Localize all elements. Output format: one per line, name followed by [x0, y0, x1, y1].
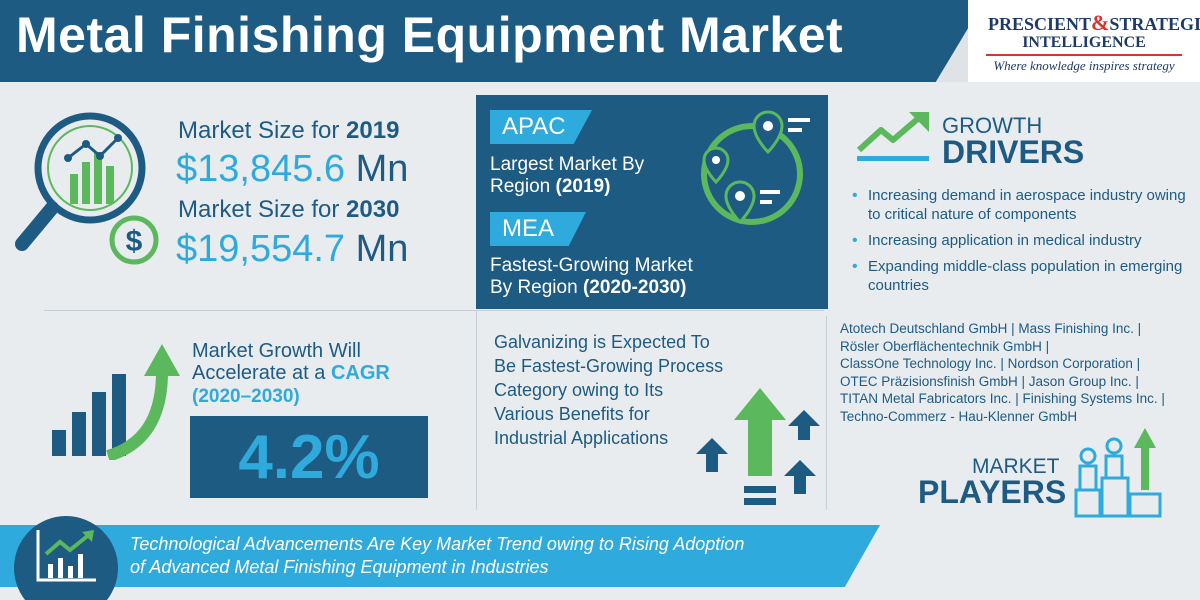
list-item: Techno-Commerz - Hau-Klenner GmbH [840, 408, 1078, 424]
players-title-bottom: PLAYERS [918, 474, 1067, 510]
cagr-value: 4.2% [238, 423, 380, 492]
footer-text: Technological Advancements Are Key Marke… [130, 533, 744, 579]
market-size-value-2019: $13,845.6 Mn [176, 148, 408, 191]
growth-drivers-list: Increasing demand in aerospace industry … [852, 186, 1192, 302]
galvanizing-line: Galvanizing is Expected To [494, 332, 710, 352]
logo-tagline: Where knowledge inspires strategy [993, 58, 1175, 73]
market-size-year-2030: 2030 [346, 196, 400, 223]
logo-word-intelligence: INTELLIGENCE [1022, 34, 1146, 51]
cagr-line2: Accelerate at a CAGR [192, 362, 390, 384]
list-item: Expanding middle-class population in eme… [852, 257, 1192, 295]
players-title-top: MARKET [972, 455, 1060, 478]
mea-line1: Fastest-Growing Market [490, 255, 693, 276]
growth-title-bottom: DRIVERS [942, 134, 1085, 170]
region-tag-mea: MEA [490, 212, 586, 246]
market-size-label-2019: Market Size for 2019 [178, 117, 399, 145]
list-item: OTEC Präzisionsfinish GmbH | Jason Group… [840, 373, 1139, 389]
apac-line2: Region (2019) [490, 176, 644, 198]
value-2019: $13,845.6 [176, 148, 346, 190]
logo-name: PRESCIENT&STRATEGIC [988, 10, 1200, 36]
page-title: Metal Finishing Equipment Market [16, 7, 844, 63]
apac-line2-text: Region [490, 176, 556, 197]
list-item: ClassOne Technology Inc. | Nordson Corpo… [840, 356, 1141, 371]
footer-line1: Technological Advancements Are Key Marke… [130, 534, 745, 554]
footer-banner [0, 525, 880, 587]
cagr-value-box: 4.2% [190, 416, 428, 498]
region-tag-apac: APAC [490, 110, 592, 144]
growth-title-top: GROWTH [942, 113, 1043, 138]
trend-up-icon [856, 112, 929, 161]
growth-bars-arrow-icon [52, 344, 180, 460]
svg-text:$: $ [126, 225, 143, 258]
region-mea-text: Fastest-Growing Market By Region (2020-2… [490, 255, 693, 299]
market-size-year-2019: 2019 [346, 117, 400, 144]
header: Metal Finishing Equipment Market PRESCIE… [0, 0, 1200, 82]
mea-line2: By Region (2020-2030) [490, 277, 693, 299]
market-size-label-2030: Market Size for 2030 [178, 196, 399, 224]
divider [44, 310, 824, 311]
divider [826, 316, 827, 510]
cagr-label: Market Growth Will Accelerate at a CAGR [192, 340, 390, 384]
analytics-magnifier-icon: $ [15, 112, 159, 265]
cagr-period: (2020–2030) [192, 386, 300, 407]
footer-line2: of Advanced Metal Finishing Equipment in… [130, 557, 549, 577]
map-pin-icon [701, 110, 810, 225]
people-podium-icon [1074, 428, 1162, 518]
unit-mn: Mn [355, 228, 409, 270]
logo-ampersand: & [1091, 10, 1110, 35]
line-chart-icon [36, 530, 96, 582]
cagr-highlight: CAGR [330, 362, 390, 384]
market-size-value-2030: $19,554.7 Mn [176, 228, 408, 271]
players-list: Atotech Deutschland GmbH | Mass Finishin… [840, 320, 1192, 425]
galvanizing-line: Category owing to Its [494, 380, 664, 400]
galvanizing-text: Galvanizing is Expected To Be Fastest-Gr… [494, 330, 723, 450]
market-size-prefix: Market Size for [178, 196, 347, 223]
galvanizing-line: Industrial Applications [494, 428, 669, 448]
apac-year: (2019) [555, 176, 611, 197]
divider [476, 310, 477, 510]
apac-line1: Largest Market By [490, 154, 645, 175]
dollar-coin-icon [109, 215, 159, 265]
market-size-prefix: Market Size for [178, 117, 347, 144]
galvanizing-line: Be Fastest-Growing Process [494, 356, 724, 376]
logo-word-strategic: STRATEGIC [1109, 14, 1200, 34]
cagr-line2-text: Accelerate at a [192, 362, 331, 384]
list-item: Rösler Oberflächentechnik GmbH | [840, 338, 1050, 354]
footer-icon-circle [14, 516, 118, 600]
list-item: Atotech Deutschland GmbH | Mass Finishin… [840, 321, 1142, 336]
mea-line2-text: By Region [490, 277, 583, 298]
title-bar: Metal Finishing Equipment Market [0, 0, 985, 82]
list-item: Increasing application in medical indust… [852, 231, 1192, 250]
logo-divider [986, 54, 1182, 56]
logo-word-prescient: PRESCIENT [988, 14, 1092, 34]
company-logo: PRESCIENT&STRATEGIC INTELLIGENCE Where k… [968, 0, 1200, 82]
up-arrows-icon [696, 388, 820, 505]
mea-year: (2020-2030) [582, 277, 687, 298]
value-2030: $19,554.7 [176, 228, 346, 270]
list-item: Increasing demand in aerospace industry … [852, 186, 1192, 224]
galvanizing-line: Various Benefits for [494, 404, 650, 424]
unit-mn: Mn [355, 148, 409, 190]
list-item: TITAN Metal Fabricators Inc. | Finishing… [840, 391, 1165, 406]
region-apac-text: Largest Market By Region (2019) [490, 154, 644, 198]
cagr-line1: Market Growth Will [192, 340, 361, 362]
